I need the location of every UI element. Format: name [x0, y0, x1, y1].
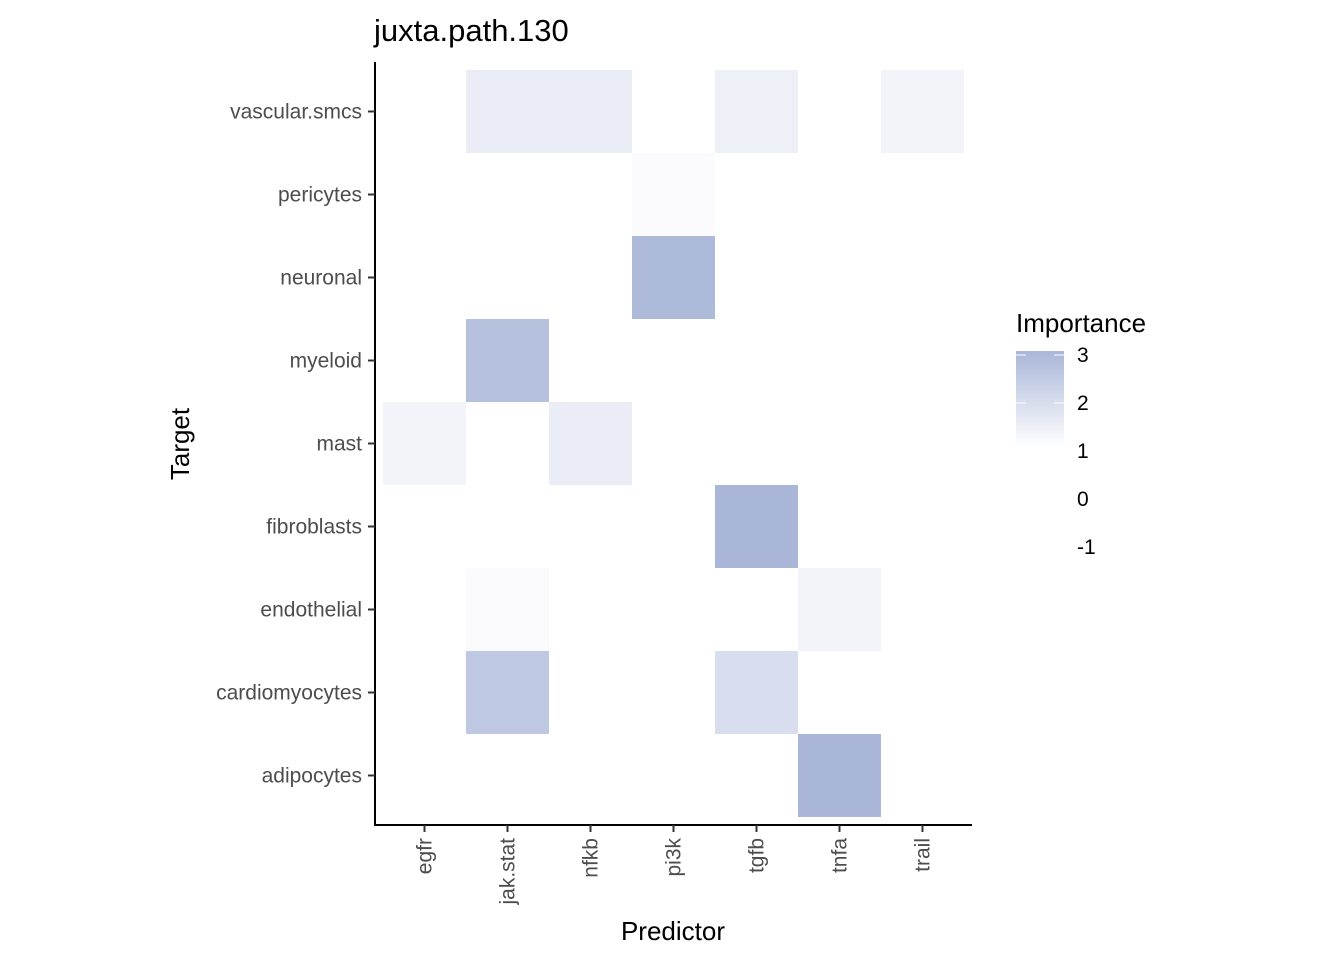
- heatmap-cell-myeloid-jak.stat: [466, 319, 549, 402]
- x-tick-label: jak.stat: [497, 838, 520, 906]
- y-tick-label: mast: [316, 433, 362, 456]
- heatmap-cell-mast-egfr: [383, 402, 466, 485]
- x-tick-label: tnfa: [829, 838, 852, 873]
- legend-ticks: 3 2 1 0 -1: [1016, 344, 1096, 559]
- legend-colorbar: [1016, 351, 1064, 448]
- legend-title: Importance: [1016, 308, 1146, 338]
- heatmap-cell-vascular.smcs-trail: [881, 70, 964, 153]
- heatmap-cell-adipocytes-tnfa: [798, 734, 881, 817]
- x-tick-label: tgfb: [746, 838, 769, 873]
- legend-label: -1: [1077, 536, 1096, 559]
- x-axis-title: Predictor: [621, 916, 725, 946]
- legend-label: 3: [1077, 344, 1089, 367]
- x-tick-label: egfr: [414, 838, 437, 874]
- y-tick-label: neuronal: [280, 267, 362, 290]
- heatmap-cell-cardiomyocytes-tgfb: [715, 651, 798, 734]
- x-tick-label: pi3k: [663, 838, 686, 877]
- legend-label: 1: [1077, 440, 1089, 463]
- heatmap-cell-fibroblasts-tgfb: [715, 485, 798, 568]
- heatmap-cell-cardiomyocytes-jak.stat: [466, 651, 549, 734]
- heatmap-cell-pericytes-pi3k: [632, 153, 715, 236]
- chart-title: juxta.path.130: [373, 13, 569, 48]
- y-tick-label: vascular.smcs: [230, 101, 362, 124]
- y-tick-label: fibroblasts: [266, 516, 362, 539]
- heatmap-cell-neuronal-pi3k: [632, 236, 715, 319]
- legend-label: 0: [1077, 488, 1089, 511]
- x-tick-label: nfkb: [580, 838, 603, 878]
- y-tick-label: cardiomyocytes: [216, 682, 362, 705]
- legend-label: 2: [1077, 392, 1089, 415]
- y-tick-label: adipocytes: [262, 765, 362, 788]
- heatmap-cell-vascular.smcs-tgfb: [715, 70, 798, 153]
- heatmap-cell-endothelial-jak.stat: [466, 568, 549, 651]
- y-axis-title: Target: [165, 407, 195, 480]
- x-tick-label: trail: [912, 838, 935, 872]
- heatmap-cell-vascular.smcs-jak.stat: [466, 70, 549, 153]
- y-tick-label: endothelial: [260, 599, 362, 622]
- heatmap-cell-endothelial-tnfa: [798, 568, 881, 651]
- y-tick-label: myeloid: [290, 350, 362, 373]
- y-tick-label: pericytes: [278, 184, 362, 207]
- heatmap-cell-vascular.smcs-nfkb: [549, 70, 632, 153]
- legend: Importance 3 2 1 0 -1: [1016, 308, 1146, 559]
- heatmap-cell-mast-nfkb: [549, 402, 632, 485]
- x-axis-ticks: egfr jak.stat nfkb pi3k tgfb tnfa trail: [414, 825, 935, 906]
- heatmap-cells: [383, 70, 964, 817]
- y-axis-ticks: adipocytes cardiomyocytes endothelial fibro…: [216, 101, 375, 788]
